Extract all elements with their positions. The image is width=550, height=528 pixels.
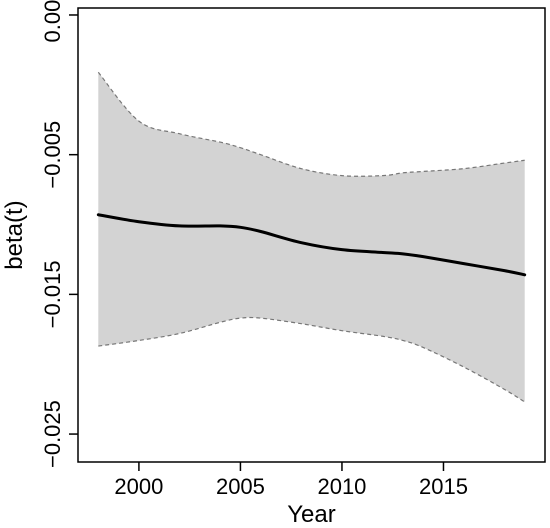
confidence-band-area xyxy=(98,72,525,402)
y-axis-title: beta(t) xyxy=(1,200,28,269)
lower-bound-line xyxy=(98,316,526,403)
x-axis-title: Year xyxy=(287,501,336,528)
y-axis: −0.025 −0.015 −0.005 0.005 xyxy=(40,0,78,468)
y-tick-label: 0.005 xyxy=(40,0,65,43)
y-tick-label: −0.025 xyxy=(40,400,65,468)
upper-bound-line xyxy=(97,71,525,177)
x-axis: 2000 2005 2010 2015 xyxy=(114,462,468,499)
estimate-line-layer xyxy=(96,213,527,277)
x-tick-label: 2005 xyxy=(216,474,265,499)
y-tick-label: −0.005 xyxy=(40,121,65,189)
x-tick-label: 2015 xyxy=(419,474,468,499)
x-tick-label: 2000 xyxy=(114,474,163,499)
estimate-line xyxy=(96,213,527,277)
plot-frame xyxy=(77,7,546,463)
confidence-band-layer xyxy=(97,71,526,403)
x-tick-label: 2010 xyxy=(317,474,366,499)
y-tick-label: −0.015 xyxy=(40,260,65,328)
